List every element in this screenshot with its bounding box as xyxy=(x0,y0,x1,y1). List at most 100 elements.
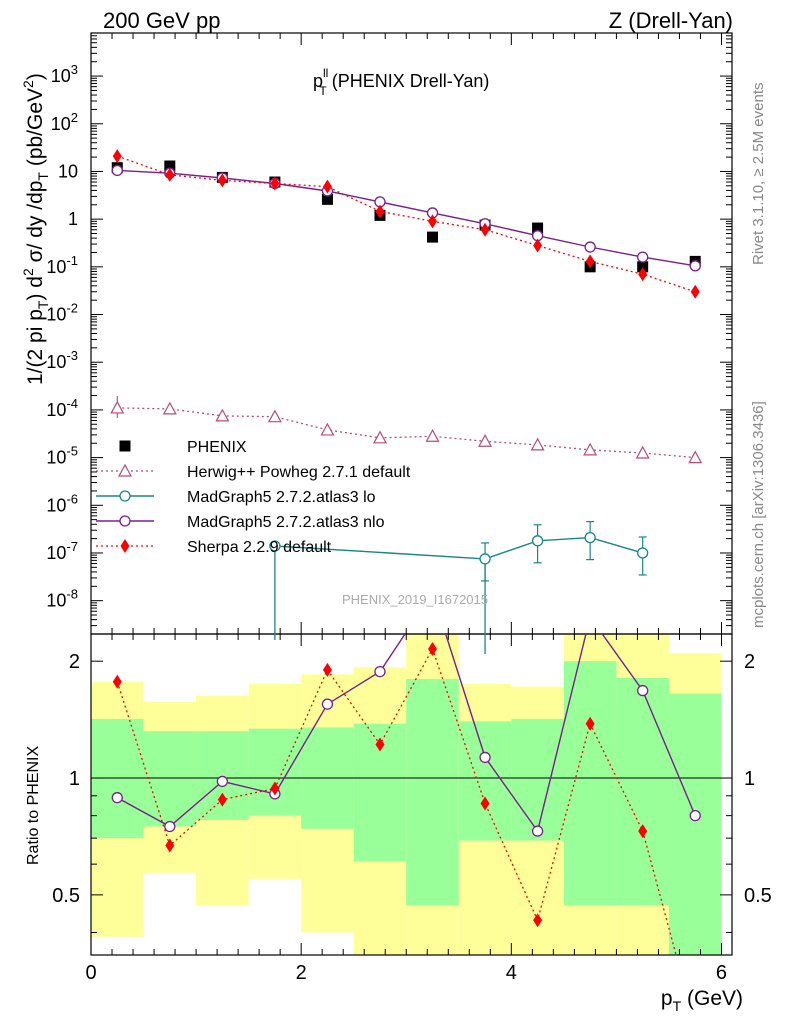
series-2 xyxy=(269,521,649,582)
inner-band-bin xyxy=(248,728,302,816)
data-point xyxy=(267,409,282,423)
legend-label: MadGraph5 2.7.2.atlas3 nlo xyxy=(187,514,385,531)
ratio-point xyxy=(480,796,490,811)
ratio-panel-series xyxy=(111,634,701,955)
data-point xyxy=(427,231,439,243)
y-tick-label: 10-4 xyxy=(46,396,78,420)
data-point xyxy=(111,164,123,177)
y-tick-label: 10-3 xyxy=(46,348,78,372)
inner-band-bin xyxy=(406,678,459,906)
inner-band-bin xyxy=(91,718,144,839)
y-tick-label: 1 xyxy=(68,209,78,229)
legend-label: Sherpa 2.2.9 default xyxy=(187,539,332,556)
ratio-point xyxy=(112,674,122,689)
ratio-point xyxy=(322,662,332,677)
legend-marker xyxy=(119,490,131,502)
legend-marker xyxy=(117,463,133,477)
inner-band-bin xyxy=(511,718,564,841)
data-point xyxy=(322,179,332,194)
series-line xyxy=(117,407,696,459)
ratio-uncertainty-bands xyxy=(91,634,722,955)
ratio-point xyxy=(321,698,334,710)
ratio-point xyxy=(585,716,595,731)
data-point xyxy=(635,445,650,459)
data-point xyxy=(638,267,648,282)
y-axis-label-ratio: Ratio to PHENIX xyxy=(25,746,42,865)
ratio-point xyxy=(637,684,649,697)
legend-entry: MadGraph5 2.7.2.atlas3 lo xyxy=(96,489,376,506)
y-tick-label: 103 xyxy=(51,62,78,86)
x-axis-label: pT (GeV) xyxy=(661,987,743,1014)
data-point xyxy=(270,176,280,191)
x-tick-label: 6 xyxy=(716,962,727,984)
y-tick-label: 10 xyxy=(58,161,78,181)
legend-marker xyxy=(119,440,131,452)
ratio-point xyxy=(428,641,438,656)
legend-label: MadGraph5 2.7.2.atlas3 lo xyxy=(187,489,376,506)
data-point xyxy=(532,222,544,234)
data-point xyxy=(583,442,598,456)
ratio-point xyxy=(638,824,648,839)
data-point xyxy=(531,535,544,547)
y-tick-label: 10-1 xyxy=(46,253,78,277)
ratio-y-tick-label-left: 1 xyxy=(69,768,80,790)
legend-entry: Herwig++ Powheg 2.7.1 default xyxy=(96,463,411,481)
legend-label: PHENIX xyxy=(187,439,247,456)
series-0 xyxy=(111,160,701,273)
ratio-panel-frame xyxy=(90,633,733,956)
x-tick-label: 4 xyxy=(506,962,517,984)
data-point xyxy=(688,450,703,464)
ratio-point xyxy=(164,820,176,833)
inner-band-bin xyxy=(563,661,617,906)
ratio-point xyxy=(479,751,491,764)
data-point xyxy=(480,222,490,237)
data-point xyxy=(425,429,440,442)
data-point xyxy=(165,167,175,182)
ratio-point xyxy=(217,792,227,807)
ratio-series-1 xyxy=(111,634,701,837)
y-tick-label: 10-8 xyxy=(46,587,78,611)
data-point xyxy=(530,437,545,451)
data-point xyxy=(321,193,333,205)
data-point xyxy=(269,540,281,552)
ratio-y-tick-label-left: 2 xyxy=(69,651,80,673)
inner-band-bin xyxy=(616,678,669,906)
inner-band-bin xyxy=(668,693,722,955)
ratio-y-tick-label-right: 0.5 xyxy=(744,885,772,907)
data-point xyxy=(689,260,701,272)
inner-band-bin xyxy=(458,721,512,841)
ratio-point xyxy=(165,838,175,853)
legend-marker xyxy=(119,515,131,527)
x-tick-label: 2 xyxy=(296,962,307,984)
data-point xyxy=(584,531,596,544)
series-4 xyxy=(112,149,700,299)
data-point xyxy=(533,238,543,253)
ratio-line xyxy=(116,634,696,833)
data-point xyxy=(478,434,493,447)
x-tick-label: 0 xyxy=(85,962,96,984)
data-point xyxy=(162,401,177,415)
data-point xyxy=(637,547,649,559)
series-1 xyxy=(110,395,703,464)
y-tick-label: 102 xyxy=(51,110,78,134)
data-point xyxy=(479,553,491,565)
inner-band-bin xyxy=(143,731,197,827)
legend-entry: PHENIX xyxy=(119,439,247,456)
data-point xyxy=(428,214,438,229)
header-process-label: Z (Drell-Yan) xyxy=(609,8,733,33)
mcplots-reference-label: mcplots.cern.ch [arXiv:1306.3436] xyxy=(750,401,767,628)
data-point xyxy=(112,149,122,164)
y-axis-label-main: 1/(2 pi pT) d2 σ/ dy /dpT (pb/GeV2) xyxy=(20,73,51,385)
data-point xyxy=(164,160,176,172)
inner-band-bin xyxy=(196,731,249,820)
data-point xyxy=(110,400,125,414)
data-point xyxy=(690,284,700,299)
top-panel-series xyxy=(110,149,703,634)
legend-entry: Sherpa 2.2.9 default xyxy=(96,539,332,556)
ratio-point xyxy=(689,809,701,822)
series-3 xyxy=(111,164,701,272)
ratio-point xyxy=(270,781,280,796)
data-point xyxy=(585,254,595,269)
ratio-line xyxy=(116,647,677,955)
legend-label: Herwig++ Powheg 2.7.1 default xyxy=(187,464,411,481)
